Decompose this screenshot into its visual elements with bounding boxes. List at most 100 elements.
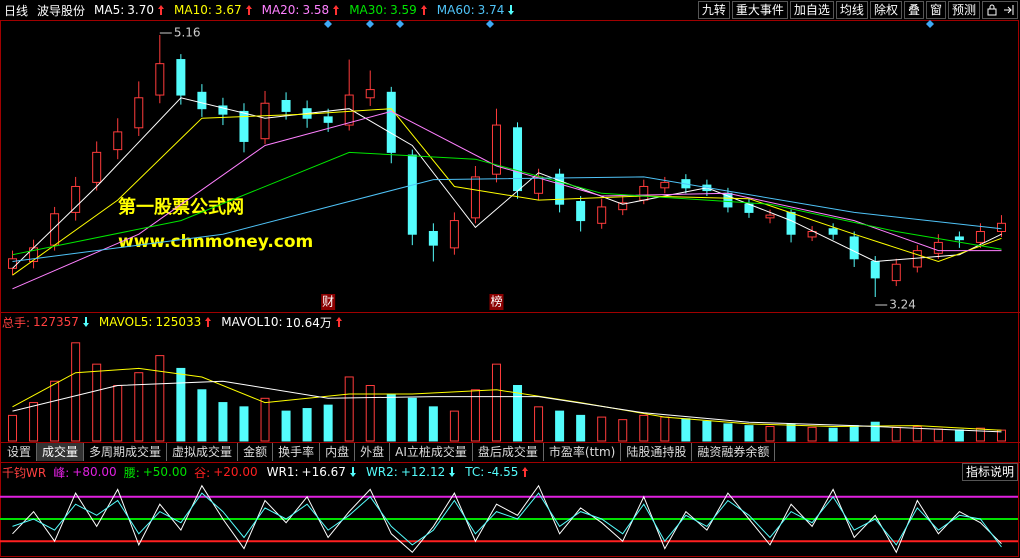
volume-bar [765, 425, 775, 442]
tab[interactable]: 陆股通持股 [621, 443, 693, 461]
event-marker-label: 财 [322, 295, 334, 309]
candle-body [113, 131, 123, 151]
volume-bar [744, 425, 754, 442]
candle-body [323, 116, 333, 123]
toolbar-button[interactable]: 窗 [925, 1, 946, 19]
volume-value: 127357 [33, 315, 79, 329]
legend-name: MA10: [174, 3, 212, 17]
mavol-line [12, 380, 1002, 433]
candle-body [281, 100, 291, 112]
tab[interactable]: 市盈率(ttm) [544, 443, 622, 461]
candle-body [513, 127, 523, 192]
volume-bar [555, 410, 565, 442]
trend-arrow [245, 5, 252, 15]
price-label: 3.24 [889, 297, 916, 311]
toolbar-button[interactable]: 叠 [903, 1, 924, 19]
help-box: 指标说明 [961, 463, 1018, 481]
volume-bar [470, 389, 480, 442]
candle-body [386, 91, 396, 153]
legend-value: +12.12 [400, 465, 446, 479]
trend-arrow [508, 5, 515, 15]
tab[interactable]: AI立桩成交量 [390, 443, 473, 461]
toolbar-button[interactable]: 除权 [869, 1, 902, 19]
volume-bar [323, 404, 333, 442]
tab[interactable]: 融资融券余额 [692, 443, 776, 461]
candle-body [639, 185, 649, 201]
help-button[interactable]: 指标说明 [961, 463, 1018, 481]
candle-body [155, 63, 165, 96]
tab[interactable]: 外盘 [355, 443, 391, 461]
tab[interactable]: 设置 [2, 443, 38, 461]
volume-title: 总手: [2, 315, 31, 330]
toolbar-button[interactable]: 重大事件 [731, 1, 788, 19]
level-name: 腰: [123, 465, 140, 480]
period[interactable]: 日线 [4, 3, 29, 18]
volume-bar [534, 406, 544, 442]
candle-body [491, 124, 501, 175]
legend-value: 10.64万 [285, 315, 332, 330]
candle-body [218, 105, 228, 115]
legend-name: MA30: [349, 3, 388, 17]
candle-body [407, 154, 417, 235]
volume-bar [849, 425, 859, 442]
candle-body [8, 258, 18, 269]
volume-bar [639, 414, 649, 442]
mavol-line [12, 367, 1002, 431]
tab[interactable]: 内盘 [320, 443, 356, 461]
toolbar-icons[interactable] [982, 1, 1018, 19]
candle-body [891, 263, 901, 282]
trend-arrow [349, 467, 356, 477]
volume-bar [260, 397, 270, 442]
volume-bar [491, 363, 501, 442]
tab[interactable]: 成交量 [37, 443, 85, 461]
toolbar-button[interactable]: 预测 [947, 1, 980, 19]
candle-body [660, 181, 670, 189]
candle-body [428, 230, 438, 246]
candle-body [954, 236, 964, 241]
toolbar: 九转 重大事件 加自选 均线 除权叠窗预测 [697, 1, 1018, 19]
volume-bar [344, 376, 354, 442]
candle-body [618, 202, 628, 211]
tab[interactable]: 多周期成交量 [84, 443, 168, 461]
legend-name: MA20: [261, 3, 300, 17]
volume-bar [155, 355, 165, 442]
volume-bar [828, 427, 838, 442]
tab[interactable]: 虚拟成交量 [167, 443, 239, 461]
volume-bar [933, 428, 943, 442]
toolbar-button[interactable]: 九转 [697, 1, 730, 19]
watermark: www.chnmoney.com [118, 232, 313, 252]
tab[interactable]: 盘后成交量 [473, 443, 544, 461]
event-marker [321, 294, 336, 310]
exit-icon[interactable] [1002, 4, 1014, 16]
trend-arrow [333, 5, 340, 15]
ma-line [12, 151, 1002, 256]
candle-body [996, 222, 1006, 232]
trend-arrow [449, 467, 456, 477]
candle-body [470, 176, 480, 219]
volume-bar [302, 408, 312, 442]
legend-value: 3.59 [390, 3, 417, 17]
volume-bar [239, 406, 249, 442]
candle-body [807, 230, 817, 238]
candle-body [555, 173, 565, 205]
toolbar-button[interactable]: 均线 [835, 1, 868, 19]
legend-name: TC: [465, 465, 485, 479]
indicator-title: 千钧WR [2, 465, 47, 480]
tab[interactable]: 换手率 [273, 443, 321, 461]
tab[interactable]: 金额 [238, 443, 274, 461]
lock-icon[interactable] [986, 4, 998, 16]
volume-bar [513, 385, 523, 442]
volume-bar [407, 397, 417, 442]
toolbar-button[interactable]: 加自选 [789, 1, 834, 19]
legend-value: 125033 [155, 315, 202, 329]
frame [0, 20, 1019, 557]
volume-bar [428, 406, 438, 442]
volume-bar [912, 425, 922, 442]
wr-line [12, 492, 1002, 548]
candle-body [828, 228, 838, 235]
event-icons [324, 20, 934, 28]
trend-arrow [522, 467, 529, 477]
candle-body [449, 220, 459, 249]
